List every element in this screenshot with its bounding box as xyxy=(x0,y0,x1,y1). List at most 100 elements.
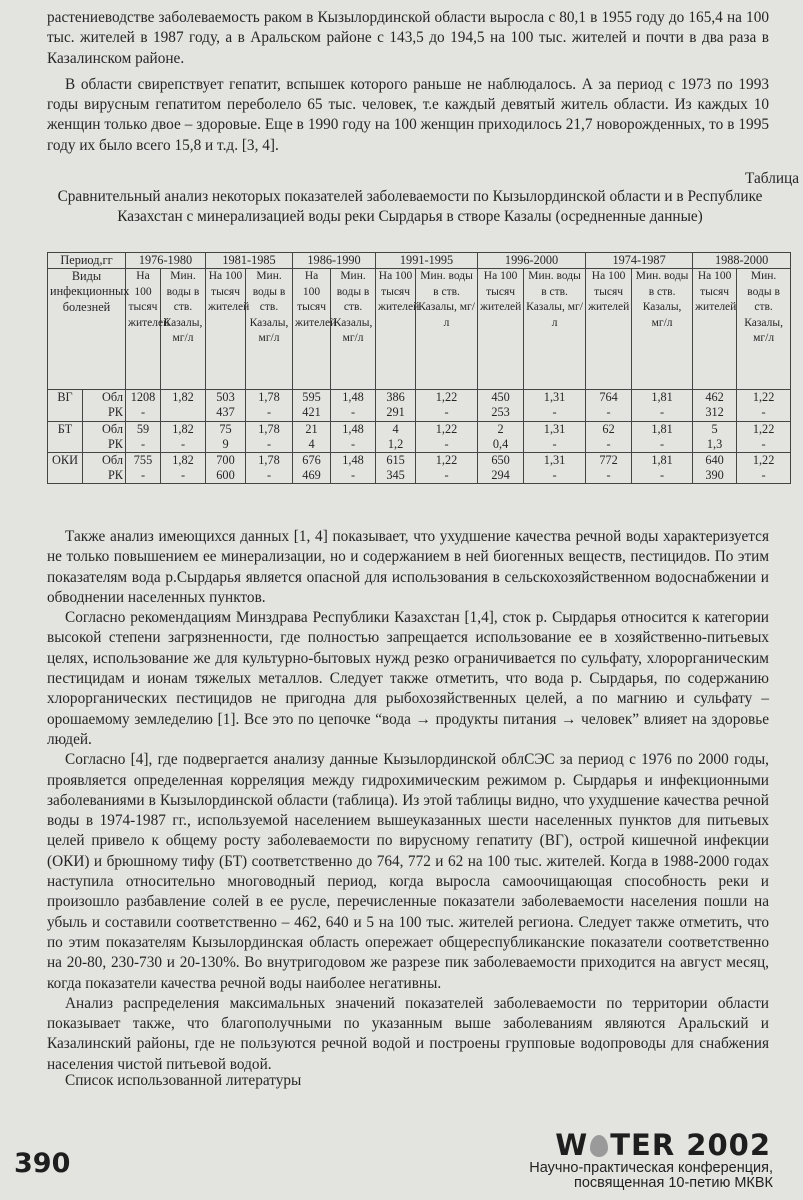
period-cell: 1988-2000 xyxy=(692,251,792,270)
cell-line: 390 xyxy=(705,468,724,483)
cell-line: 1208 xyxy=(130,390,156,405)
cell-line: 312 xyxy=(705,405,724,420)
incidence-value: 5 1,3 xyxy=(692,420,738,454)
mineralization-value: 1,22- xyxy=(736,420,792,454)
mineralization-value: 1,82- xyxy=(159,452,207,485)
mineralization-value: 1,78- xyxy=(245,420,294,454)
cell-line: 1,81 xyxy=(651,453,673,468)
incidence-value: 595 421 xyxy=(292,389,332,422)
table-row: БТ Обл РК 59-1,82-75 9 1,78-21 4 1,48-4 1,2 1,22-… xyxy=(47,420,792,454)
mineralization-value: 1,78- xyxy=(245,452,294,485)
cell-line: 1,22 xyxy=(435,390,458,405)
incidence-value: 4 1,2 xyxy=(375,420,417,454)
cell-line: 437 xyxy=(216,405,235,420)
cell-line: 1,22 xyxy=(752,390,775,405)
region-cell: Обл РК xyxy=(82,389,126,422)
mineralization-value: 1,48- xyxy=(330,452,377,485)
cell-line: - xyxy=(660,436,665,451)
cell-line: 1,81 xyxy=(651,421,673,436)
period-cell: 1986-1990 xyxy=(292,251,377,270)
region-cell: Обл РК xyxy=(82,452,126,485)
cell-line: 1,78 xyxy=(258,421,280,436)
paragraph: растениеводстве заболеваемость раком в К… xyxy=(47,9,769,67)
cell-line: - xyxy=(606,405,611,420)
per-100k-header: На 100 тысяч жителей xyxy=(692,268,738,391)
cell-line: 291 xyxy=(386,405,405,420)
cell-line: 764 xyxy=(599,390,618,405)
water-2002-logo: W TER 2002 xyxy=(555,1128,771,1162)
per-100k-header: На 100 тысяч жителей xyxy=(375,268,419,391)
cell-line: 386 xyxy=(386,390,405,405)
incidence-value: 1208- xyxy=(125,389,161,422)
paragraph: В области свирепствует гепатит, вспышек … xyxy=(47,75,769,154)
mineralization-value: 1,81- xyxy=(631,452,694,485)
table-row: ОКИ Обл РК 755-1,82-700 600 1,78-676 469 1,48-6… xyxy=(47,452,792,485)
incidence-value: 462 312 xyxy=(692,389,738,422)
mineralization-value: 1,22- xyxy=(415,452,479,485)
mineralization-header: Мин. воды в ств. Казалы, мг/л xyxy=(523,268,587,391)
cell-line: - xyxy=(444,468,449,483)
cell-line: 469 xyxy=(302,468,321,483)
incidence-value: 755- xyxy=(125,452,161,485)
cell-line: 650 xyxy=(491,453,510,468)
cell-line: 253 xyxy=(491,405,510,420)
disease-cell: БТ xyxy=(47,420,83,454)
paragraph: Согласно [4], где подвергается анализу д… xyxy=(47,751,769,992)
cell-line: 462 xyxy=(705,390,724,405)
incidence-value: 764- xyxy=(585,389,633,422)
mineralization-header: Мин. воды в ств. Казалы, мг/л xyxy=(330,268,377,391)
mineralization-value: 1,48- xyxy=(330,389,377,422)
mineralization-value: 1,31- xyxy=(523,389,587,422)
cell-line: - xyxy=(606,468,611,483)
per-100k-header: На 100 тысяч жителей xyxy=(292,268,336,391)
cell-line: - xyxy=(266,468,272,483)
cell-line: - xyxy=(444,436,449,451)
cell-line: 1,78 xyxy=(258,453,280,468)
period-cell: 1996-2000 xyxy=(477,251,587,270)
period-header: Период,гг xyxy=(47,251,126,270)
incidence-value: 772- xyxy=(585,452,633,485)
mineralization-value: 1,82 xyxy=(159,389,207,422)
cell-line: 755 xyxy=(133,453,153,468)
cell-line: 772 xyxy=(599,453,618,468)
cell-line: 1,22 xyxy=(752,453,775,468)
disease-type-header: Виды инфекционных болезней xyxy=(47,268,129,391)
cell-line: - xyxy=(180,468,186,483)
table-label: Таблица xyxy=(745,170,799,187)
mineralization-value: 1,22- xyxy=(415,420,479,454)
cell-line: 294 xyxy=(491,468,510,483)
cell-line: - xyxy=(552,405,557,420)
incidence-value: 450 253 xyxy=(477,389,525,422)
cell-line: 1,3 xyxy=(706,436,723,451)
cell-line: 700 xyxy=(216,453,235,468)
cell-line: 62 xyxy=(602,421,615,436)
incidence-value: 650 294 xyxy=(477,452,525,485)
per-100k-header: На 100 тысяч жителей xyxy=(585,268,633,391)
incidence-value: 62- xyxy=(585,420,633,454)
subheader-row: Виды инфекционных болезней На 100 тысяч ж… xyxy=(47,268,792,391)
conference-line: Научно-практическая конференция, xyxy=(529,1160,773,1176)
period-header-row: Период,гг 1976-1980 1981-1985 1986-1990 1991… xyxy=(47,251,792,270)
cell-line: - xyxy=(350,436,356,451)
cell-line: - xyxy=(266,436,272,451)
cell-line: 1,81 xyxy=(651,390,673,405)
disease-cell: ОКИ xyxy=(47,452,83,485)
cell-line: 1,48 xyxy=(342,421,364,436)
cell-line: - xyxy=(660,405,665,420)
cell-line: 59 xyxy=(136,421,150,436)
cell-line: 1,31 xyxy=(543,421,566,436)
cell-line: 1,82 xyxy=(172,390,194,405)
cell-line: 1,78 xyxy=(258,390,280,405)
mineralization-value: 1,82- xyxy=(159,420,207,454)
cell-line: 1,48 xyxy=(342,390,364,405)
region-label: Обл xyxy=(102,453,123,468)
mineralization-value: 1,22- xyxy=(736,452,792,485)
references-heading: Список использованной литературы xyxy=(65,1072,302,1089)
cell-line: 676 xyxy=(302,453,321,468)
mineralization-header: Мин. воды в ств. Казалы, мг/л xyxy=(159,268,207,391)
cell-line: 21 xyxy=(305,421,318,436)
page-number: 390 xyxy=(14,1148,71,1179)
cell-line: 421 xyxy=(302,405,321,420)
cell-line: 0,4 xyxy=(492,436,509,451)
cell-line: 1,2 xyxy=(387,436,404,451)
